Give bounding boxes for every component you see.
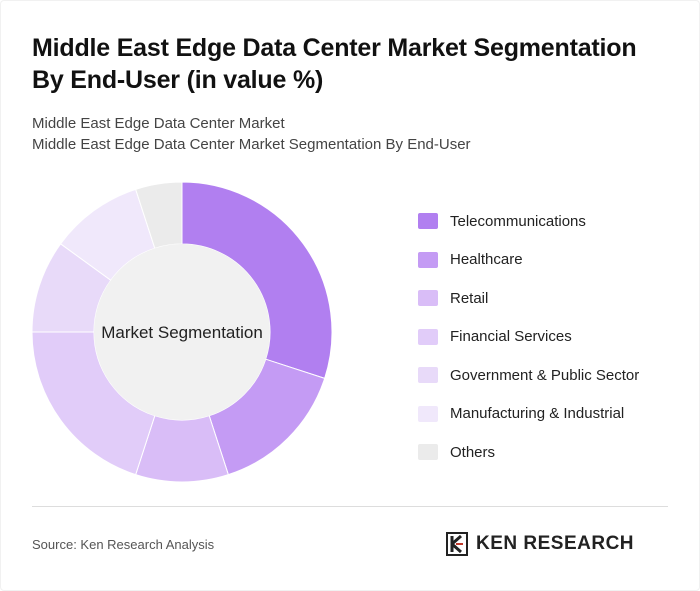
donut-center (94, 244, 270, 420)
footer-divider (32, 506, 668, 507)
legend-item-retail[interactable]: Retail (418, 279, 688, 318)
legend-label: Financial Services (450, 328, 572, 346)
legend-swatch (418, 213, 438, 230)
legend-swatch (418, 405, 438, 422)
legend-swatch (418, 367, 438, 384)
legend-swatch (418, 444, 438, 461)
legend-item-telecommunications[interactable]: Telecommunications (418, 202, 688, 241)
legend-label: Telecommunications (450, 212, 586, 230)
donut-chart: Market Segmentation (31, 181, 333, 483)
legend-label: Manufacturing & Industrial (450, 405, 625, 423)
ken-research-k-icon (446, 532, 468, 556)
logo-text: KEN RESEARCH (476, 533, 635, 554)
legend-label: Healthcare (450, 251, 523, 269)
legend-item-manufacturing-industrial[interactable]: Manufacturing & Industrial (418, 395, 688, 434)
legend-swatch (418, 290, 438, 307)
legend-swatch (418, 328, 438, 345)
legend-label: Others (450, 443, 496, 461)
donut-center-label: Market Segmentation (101, 323, 263, 342)
legend-item-government-public-sector[interactable]: Government & Public Sector (418, 356, 688, 395)
source-note: Source: Ken Research Analysis (32, 537, 215, 552)
legend-swatch (418, 251, 438, 268)
chart-legend: Telecommunications Healthcare Retail Financ… (418, 202, 688, 472)
legend-item-others[interactable]: Others (418, 433, 688, 472)
subtitle-line-1: Middle East Edge Data Center Market (32, 115, 285, 132)
legend-item-healthcare[interactable]: Healthcare (418, 241, 688, 280)
legend-label: Government & Public Sector (450, 366, 640, 384)
legend-label: Retail (450, 289, 489, 307)
chart-title: Middle East Edge Data Center Market Segm… (32, 34, 637, 94)
legend-item-financial-services[interactable]: Financial Services (418, 318, 688, 357)
ken-research-logo: KEN RESEARCH (446, 528, 634, 560)
subtitle-line-2: Middle East Edge Data Center Market Segm… (32, 136, 471, 153)
chart-subtitle: Middle East Edge Data Center Market Midd… (32, 113, 672, 155)
